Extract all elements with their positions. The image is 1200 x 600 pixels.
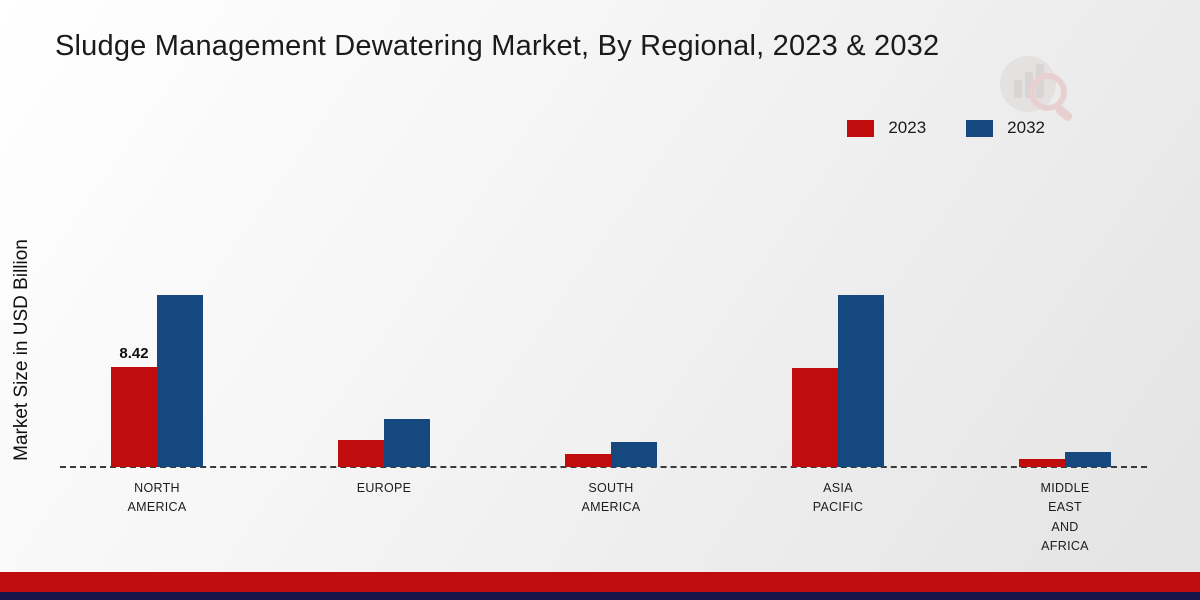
bar-group-europe: EUROPE [338,419,430,495]
bars [565,442,657,467]
legend-item-2032: 2032 [966,118,1045,138]
bar-group-middle-east-and-africa: MIDDLE EAST AND AFRICA [1019,452,1111,553]
bars: 8.42 [111,295,203,467]
bar-group-south-america: SOUTH AMERICA [565,442,657,514]
bar-value-label: 8.42 [119,345,149,362]
bars [338,419,430,467]
bar-2023-north-america: 8.42 [111,345,157,467]
bar-group-asia-pacific: ASIA PACIFIC [792,295,884,514]
category-label: ASIA PACIFIC [812,481,864,515]
bars [792,295,884,467]
footer-red-bar [0,572,1200,592]
x-axis-line [60,466,1147,468]
legend-item-2023: 2023 [847,118,926,138]
legend-label: 2032 [1007,118,1045,137]
category-label: EUROPE [356,481,412,495]
bar-2032-asia-pacific [838,295,884,467]
category-label: SOUTH AMERICA [581,481,641,515]
bar-2023-asia-pacific [792,368,838,467]
bar-2023-south-america [565,454,611,467]
bar-2023-europe [338,440,384,467]
legend-label: 2023 [888,118,927,137]
bars [1019,452,1111,467]
bar-2032-middle-east-and-africa [1065,452,1111,467]
bar-group-north-america: 8.42 NORTH AMERICA [111,295,203,514]
category-label: MIDDLE EAST AND AFRICA [1040,481,1090,554]
bar-2032-europe [384,419,430,467]
bar-2032-south-america [611,442,657,467]
bar-2023-middle-east-and-africa [1019,459,1065,467]
legend: 2023 2032 [847,118,1045,138]
legend-swatch-2023 [847,119,875,137]
footer-navy-strip [0,592,1200,600]
category-label: NORTH AMERICA [127,481,187,515]
plot-area: 8.42 NORTH AMERICA EUROPE SOUTH AMERICA ASIA PA… [111,267,1111,553]
y-axis-label: Market Size in USD Billion [11,239,32,461]
legend-swatch-2032 [966,119,994,137]
bar-2032-north-america [157,295,203,467]
chart-title: Sludge Management Dewatering Market, By … [55,30,940,62]
